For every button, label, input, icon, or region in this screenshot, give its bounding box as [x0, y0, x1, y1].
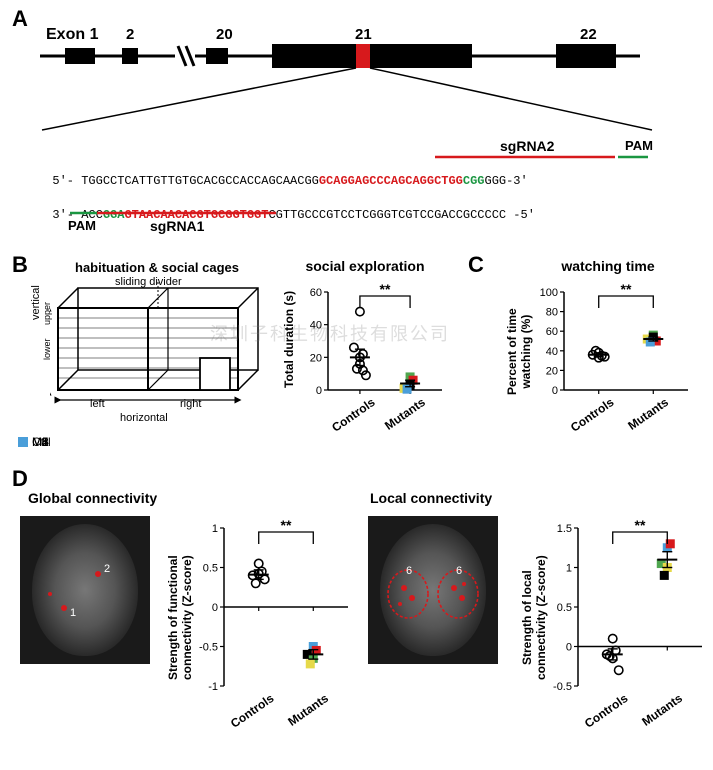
global-conn-title: Global connectivity [28, 490, 157, 506]
panel-c-label: C [468, 252, 484, 278]
chartB-plot: 0 20 40 60 ControlsMutants ** [298, 276, 448, 436]
svg-text:0.5: 0.5 [557, 602, 572, 614]
svg-text:0: 0 [212, 602, 218, 614]
mri-global: 1 2 [20, 516, 150, 664]
exon22-label: 22 [580, 26, 597, 43]
cage-lower-label: lower [42, 338, 52, 360]
svg-text:1: 1 [212, 523, 218, 535]
chartB-title: social exploration [295, 258, 435, 274]
svg-text:6: 6 [406, 565, 412, 577]
svg-text:100: 100 [540, 287, 558, 299]
svg-text:60: 60 [310, 287, 322, 299]
pam-label-top: PAM [625, 138, 653, 153]
chartC-ylabel: Percent of time watching (%) [505, 308, 533, 395]
chartDl-ylabel: Strength of local connectivity (Z-score) [520, 555, 548, 680]
cage-horizontal-label: horizontal [120, 412, 168, 424]
cage-left-label: left [90, 398, 105, 410]
chartC-plot: 0 20 40 60 80 100 ControlsMutants ** [534, 276, 694, 436]
pam-top-underline [618, 152, 658, 162]
svg-text:Controls: Controls [582, 691, 631, 731]
exon20-label: 20 [216, 26, 233, 43]
svg-text:0: 0 [316, 385, 322, 397]
chartDl-plot: -0.5 0 0.5 1 1.5 ControlsMutants ** [548, 512, 708, 732]
sgrna1-underline [96, 208, 286, 218]
svg-text:1: 1 [566, 563, 572, 575]
svg-text:-0.5: -0.5 [553, 681, 572, 693]
svg-text:-1: -1 [208, 681, 218, 693]
svg-text:1: 1 [70, 607, 76, 619]
svg-text:Mutants: Mutants [625, 395, 671, 433]
svg-text:**: ** [635, 517, 646, 533]
svg-text:6: 6 [456, 565, 462, 577]
exon2-label: 2 [126, 26, 134, 43]
svg-text:Mutants: Mutants [285, 691, 331, 729]
svg-text:Mutants: Mutants [382, 395, 428, 433]
svg-text:0: 0 [552, 385, 558, 397]
seq-line1: 5'- TGGCCTCATTGTTGTGCACGCCACCAGCAACGGGCA… [38, 160, 528, 188]
chartDg-ylabel: Strength of functional connectivity (Z-s… [166, 555, 194, 680]
svg-text:Controls: Controls [228, 691, 277, 731]
pam-bottom-underline [70, 208, 100, 218]
panel-b-label: B [12, 252, 28, 278]
svg-text:Controls: Controls [329, 395, 378, 435]
svg-text:**: ** [621, 281, 632, 297]
chartB-ylabel: Total duration (s) [282, 291, 296, 388]
svg-text:80: 80 [546, 307, 558, 319]
cage-right-label: right [180, 398, 201, 410]
pam-label-bottom: PAM [68, 218, 96, 233]
cage-vertical-label: vertical [30, 285, 42, 320]
svg-text:2: 2 [104, 563, 110, 575]
svg-text:**: ** [281, 517, 292, 533]
cage-title: habituation & social cages [75, 260, 239, 275]
local-conn-title: Local connectivity [370, 490, 492, 506]
legend-m5: M5 [18, 435, 49, 449]
exon21-label: 21 [355, 26, 372, 43]
chartDg-plot: -1 -0.5 0 0.5 1 ControlsMutants ** [194, 512, 354, 732]
panel-a-label: A [12, 6, 28, 32]
svg-text:Mutants: Mutants [639, 691, 685, 729]
chartC-title: watching time [538, 258, 678, 274]
panel-d-label: D [12, 466, 28, 492]
svg-text:60: 60 [546, 326, 558, 338]
svg-text:Controls: Controls [568, 395, 617, 435]
cage-diagram [50, 282, 270, 417]
svg-text:40: 40 [310, 320, 322, 332]
svg-text:20: 20 [310, 352, 322, 364]
svg-text:**: ** [380, 281, 391, 297]
sgrna1-label: sgRNA1 [150, 218, 204, 234]
exon-diagram [40, 42, 660, 142]
svg-text:1.5: 1.5 [557, 523, 572, 535]
cage-upper-label: upper [42, 302, 52, 325]
svg-text:0.5: 0.5 [203, 563, 218, 575]
svg-text:20: 20 [546, 365, 558, 377]
svg-text:0: 0 [566, 642, 572, 654]
svg-text:-0.5: -0.5 [199, 642, 218, 654]
mri-local: 6 6 [368, 516, 498, 664]
svg-text:40: 40 [546, 346, 558, 358]
